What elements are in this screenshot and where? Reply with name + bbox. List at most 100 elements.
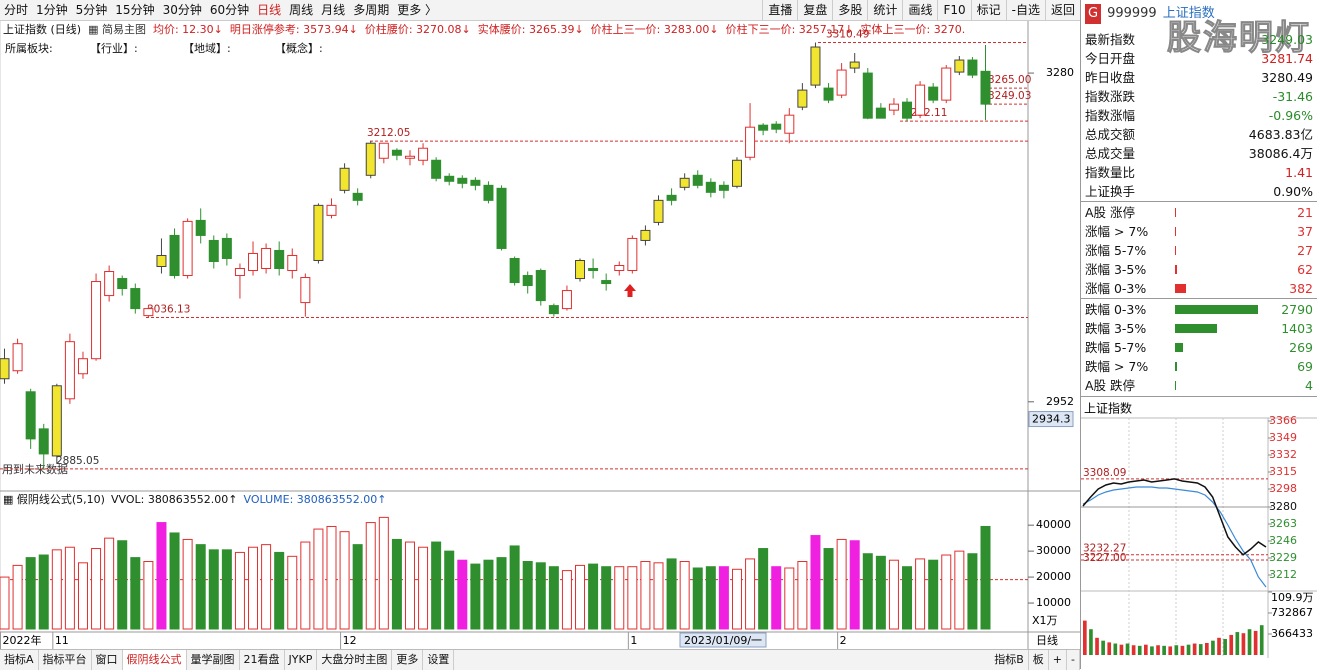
candle-body [104,271,115,297]
period-tab[interactable]: 1分钟 [36,3,68,17]
volume-bar [104,537,115,630]
toolbar-button[interactable]: F10 [937,0,970,20]
volume-bar [692,567,703,630]
breadth-row: 涨幅 5-7% 27 [1081,241,1317,260]
bottom-tab[interactable]: 21看盘 [240,650,285,670]
breadth-count: 269 [1289,340,1313,355]
period-tab[interactable]: 日线 [257,3,282,17]
price-level-label: 3212.05 [367,127,410,139]
bottom-tab[interactable]: 指标A [0,650,39,670]
sector-item[interactable]: 【行业】: [90,42,138,55]
bottom-tab[interactable]: - [1067,650,1080,670]
candle-body [496,187,507,249]
toolbar-button[interactable]: 统计 [867,0,902,20]
volume-bar [313,528,324,630]
volume-bar [575,564,586,630]
volume-bar [300,541,311,630]
y-tick-label: 3298 [1269,482,1297,495]
candle-body [522,275,533,287]
candle-body [705,181,716,193]
sector-item[interactable]: 【概念】: [275,42,323,55]
volume-bar [875,555,886,630]
breadth-row: 跌幅 3-5% 1403 [1081,319,1317,338]
bottom-tab[interactable]: JYKP [285,650,318,670]
sector-item[interactable]: 【地域】: [183,42,231,55]
bottom-tab[interactable]: 窗口 [92,650,123,670]
candle-body [875,107,886,119]
volume-bar [941,554,952,630]
bottom-tab[interactable]: 设置 [423,650,455,670]
intraday-volume-bar [1253,630,1258,655]
toolbar-button[interactable]: -自选 [1005,0,1045,20]
intraday-volume-bar [1192,643,1197,655]
period-tab[interactable]: 多周期 [353,3,390,17]
candle-body [640,229,651,241]
candle-body [862,72,873,119]
volume-header: ▦ 假阴线公式(5,10) VVOL: 380863552.00↑ VOLUME… [0,492,1029,508]
bottom-tab[interactable]: 量学副图 [187,650,240,670]
bottom-tab[interactable]: + [1049,650,1068,670]
candle-body [588,268,599,272]
period-tab[interactable]: 分时 [4,3,29,17]
y-tick-label: 3366 [1269,414,1297,427]
volume-bar [287,555,298,630]
price-level-label: 3308.09 [1083,467,1126,479]
cursor-price: 2934.3 [1032,413,1071,426]
candle-body [535,270,546,302]
period-tab[interactable]: 月线 [321,3,346,17]
toolbar-button[interactable]: 标记 [970,0,1006,20]
volume-bar [509,545,520,630]
stat-label: 昨日收盘 [1085,70,1136,85]
bottom-tab[interactable]: 大盘分时主图 [317,650,393,670]
index-name: 上证指数 (日线) [3,23,82,36]
breadth-bar [1175,343,1183,352]
breadth-row: 涨幅 3-5% 62 [1081,260,1317,279]
stat-row: 总成交量 38086.4万 [1081,144,1317,163]
volume-bar [457,559,468,630]
toolbar-button[interactable]: 返回 [1044,0,1080,20]
period-tab[interactable]: 更多 〉 [397,3,438,17]
stat-value: 1.41 [1285,165,1313,180]
toolbar-button[interactable]: 画线 [902,0,937,20]
period-tab[interactable]: 5分钟 [75,3,108,17]
price-level-label: 3232.27 [1083,543,1126,555]
volume-bar [391,538,402,630]
toolbar-button[interactable]: 直播 [762,0,797,20]
toolbar-button[interactable]: 复盘 [797,0,832,20]
bottom-tab[interactable]: 假阴线公式 [122,650,187,670]
y-tick-label: 366433 [1271,627,1313,640]
intraday-volume-bar [1259,625,1264,655]
volume-bar [431,541,442,630]
y-tick-label: 40000 [1036,518,1071,531]
candle-body [274,249,285,270]
bottom-tab[interactable]: 板 [1029,650,1049,670]
stat-label: 最新指数 [1085,32,1136,47]
volume-bar [0,576,10,630]
period-tab[interactable]: 60分钟 [209,3,250,17]
toolbar-button[interactable]: 多股 [832,0,867,20]
period-tab[interactable]: 15分钟 [115,3,155,17]
candle-body [326,204,337,216]
info-bar: 上证指数 (日线) ▦ 简易主图 均价: 12.30↓ 明日涨停参考: 3573.… [0,21,1029,39]
template[interactable]: ▦ 简易主图 [88,23,146,36]
stat-value: 38086.4万 [1248,146,1313,161]
intraday-title: 上证指数 [1084,401,1132,416]
volume-bar [627,566,638,630]
period-tab[interactable]: 周线 [289,3,314,17]
candle-body [51,385,62,457]
bottom-tab[interactable]: 更多 [392,650,424,670]
intraday-volume-bar [1211,640,1215,655]
bottom-tab[interactable]: 指标平台 [39,650,92,670]
breadth-row: 跌幅 > 7% 69 [1081,357,1317,376]
intraday-volume-bar [1229,634,1234,655]
volume-bar [836,538,847,630]
formula-name: ▦ 假阴线公式(5,10) [3,493,105,506]
info-item: 价柱腰价: 3270.08↓ [364,23,471,36]
bottom-tabs: 指标A 指标平台 窗口 假阴线公式 量学副图 21看盘 JYKP 大盘分时主图 更多 设置 指标B 板… [0,649,1080,670]
period-tab[interactable]: 30分钟 [162,3,202,17]
intraday-volume-bar [1162,645,1166,655]
breadth-label: 跌幅 0-3% [1085,302,1147,317]
intraday-volume-bar [1095,637,1099,655]
price-level-label: 3310.49 [826,29,869,41]
bottom-tab[interactable]: 指标B [990,650,1029,670]
